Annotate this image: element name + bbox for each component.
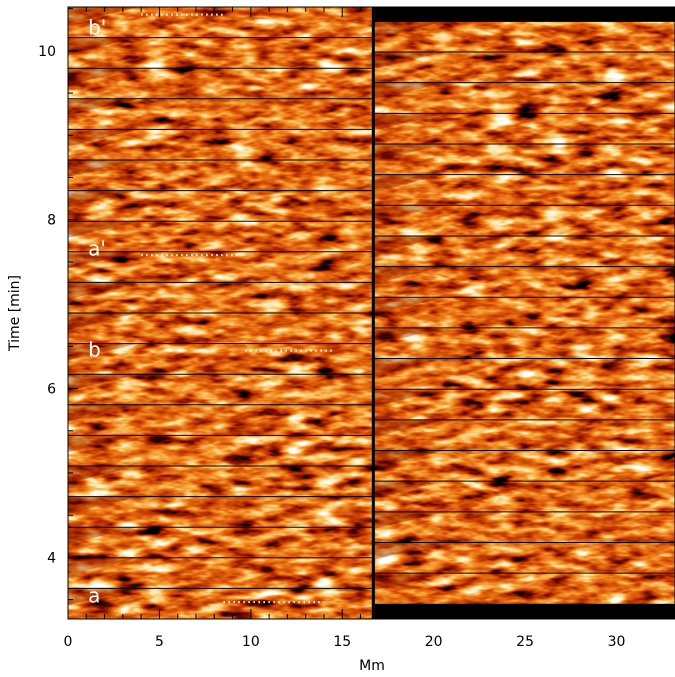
- left-strip-wedge: [68, 466, 138, 483]
- right-strip-wedge: [374, 174, 445, 192]
- y-tick-label: 8: [47, 213, 56, 229]
- y-tick-label: 4: [47, 550, 56, 566]
- left-strip-wedge: [68, 68, 138, 86]
- y-axis-title: Time [min]: [7, 275, 23, 352]
- left-strip-wedge: [68, 527, 138, 545]
- heatmap-plot-area: [68, 7, 675, 619]
- x-tick-label: 30: [608, 634, 626, 650]
- left-strip-wedge: [68, 496, 138, 514]
- right-strip-wedge: [374, 327, 445, 345]
- panel-label: b': [88, 15, 106, 39]
- right-strip-wedge: [374, 358, 445, 376]
- right-strip-wedge: [374, 511, 445, 529]
- panel-label: a': [88, 236, 106, 260]
- right-strip-wedge: [374, 205, 445, 223]
- right-strip-wedge: [374, 113, 445, 131]
- y-axis: 4 6 8 10: [38, 8, 78, 601]
- left-strip-wedge: [68, 221, 138, 239]
- y-tick-label: 10: [38, 44, 56, 60]
- right-strip-wedge: [374, 297, 445, 315]
- left-strip-wedge: [68, 129, 138, 147]
- left-strip-wedge: [68, 588, 138, 606]
- left-strip-wedge: [68, 190, 138, 208]
- left-strip-wedge: [68, 435, 138, 453]
- right-strip-wedge: [374, 266, 445, 284]
- left-strip-wedge: [68, 404, 138, 422]
- left-strip-wedge: [68, 282, 138, 300]
- left-strip-wedge: [68, 374, 138, 392]
- x-tick-label: 10: [242, 634, 260, 650]
- right-strip-wedge: [374, 573, 445, 591]
- left-strip-wedge: [68, 251, 138, 269]
- x-tick-label: 0: [64, 634, 73, 650]
- x-tick-label: 20: [425, 634, 443, 650]
- left-strip-wedge: [68, 7, 138, 24]
- dotted-tracks: [141, 13, 334, 604]
- plot-frame: [67, 6, 675, 620]
- right-strip-wedge: [374, 481, 445, 499]
- right-strip-wedge: [374, 143, 445, 161]
- right-strip-wedge: [374, 82, 445, 100]
- column-divider: [371, 7, 375, 619]
- x-tick-label: 25: [516, 634, 534, 650]
- left-strip-wedge: [68, 557, 138, 575]
- time-strips: [68, 7, 675, 619]
- panel-label: b: [88, 338, 101, 362]
- right-strip-wedge: [374, 542, 445, 560]
- y-tick-label: 6: [47, 382, 56, 398]
- x-axis: 0 5 10 15 20 25 30: [64, 7, 672, 650]
- x-axis-title: Mm: [359, 658, 385, 674]
- right-strip-wedge: [374, 419, 445, 437]
- x-tick-label: 5: [155, 634, 164, 650]
- left-strip-wedge: [68, 313, 138, 330]
- right-strip-wedge: [374, 52, 445, 69]
- x-tick-label: 15: [333, 634, 351, 650]
- right-strip-wedge: [374, 389, 445, 407]
- right-strip-wedge: [374, 21, 445, 39]
- panel-labels: b' a' b a: [88, 15, 106, 607]
- right-strip-wedge: [374, 235, 445, 253]
- panel-label: a: [88, 583, 100, 607]
- left-strip-wedge: [68, 37, 138, 55]
- left-strip-wedge: [68, 160, 138, 177]
- left-strip-wedge: [68, 98, 138, 116]
- left-strip-wedge: [68, 343, 138, 361]
- right-strip-wedge: [374, 450, 445, 468]
